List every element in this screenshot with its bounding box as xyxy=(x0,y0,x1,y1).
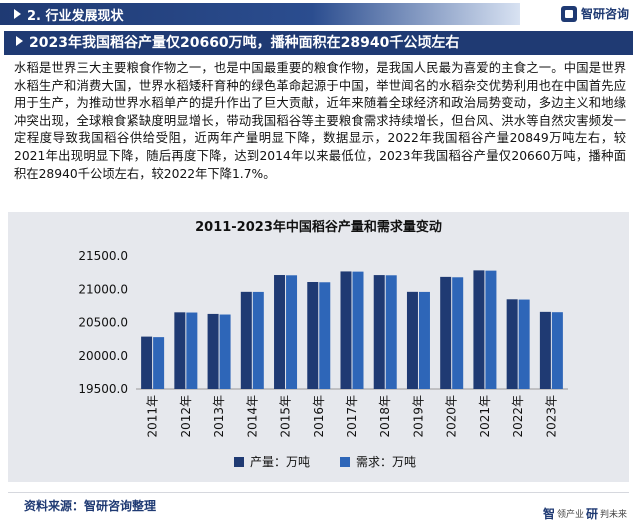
x-tick-label: 2016年 xyxy=(312,395,326,438)
bar-demand xyxy=(418,291,430,389)
bar-production xyxy=(307,282,319,389)
footer-logo-char-2: 研 xyxy=(585,507,598,521)
x-tick-label: 2017年 xyxy=(345,395,359,438)
bar-demand xyxy=(153,337,165,389)
footer-logo-tagline-2: 判未来 xyxy=(599,510,627,520)
x-tick-label: 2023年 xyxy=(544,395,558,438)
bar-production xyxy=(274,275,286,389)
bar-production xyxy=(406,291,418,389)
bar-demand xyxy=(452,277,464,389)
headline-banner: 2023年我国稻谷产量仅20660万吨，播种面积在28940千公顷左右 xyxy=(4,31,633,55)
brand-logo: 智研咨询 xyxy=(560,5,629,22)
headline-text: 2023年我国稻谷产量仅20660万吨，播种面积在28940千公顷左右 xyxy=(29,35,460,51)
source-note: 资料来源：智研咨询整理 xyxy=(24,499,157,513)
bar-chart: 21500.0 21000.0 20500.0 20000.0 19500.0 2011年… xyxy=(78,249,568,469)
section-header-background xyxy=(0,3,520,25)
logo-text: 智研咨询 xyxy=(580,7,629,21)
bar-demand xyxy=(286,275,298,389)
y-tick-label: 20000.0 xyxy=(78,349,128,363)
bar-demand xyxy=(518,299,530,389)
x-tick-label: 2014年 xyxy=(245,395,259,438)
y-tick-label: 19500.0 xyxy=(78,382,128,396)
bar-production xyxy=(340,271,352,389)
bar-demand xyxy=(352,271,364,389)
bar-demand xyxy=(219,314,231,389)
bar-production xyxy=(440,276,452,389)
x-tick-label: 2020年 xyxy=(445,395,459,438)
legend-swatch xyxy=(340,457,350,467)
bar-demand xyxy=(485,270,497,389)
bar-demand xyxy=(252,291,264,389)
x-tick-label: 2022年 xyxy=(511,395,525,438)
section-title-text: 2. 行业发展现状 xyxy=(27,9,124,24)
logo-icon xyxy=(560,5,577,22)
x-tick-label: 2021年 xyxy=(478,395,492,438)
x-tick-label: 2015年 xyxy=(279,395,293,438)
chart-panel: 2011-2023年中国稻谷产量和需求量变动 21500.0 21000.0 205… xyxy=(8,212,629,482)
bar-production xyxy=(539,311,551,389)
x-tick-label: 2012年 xyxy=(179,395,193,438)
legend-label: 需求：万吨 xyxy=(356,455,416,469)
footer-logo-char-1: 智 xyxy=(542,507,555,521)
x-tick-label: 2013年 xyxy=(212,395,226,438)
footer-logo-tagline-1: 领产业 xyxy=(556,510,584,520)
x-tick-label: 2018年 xyxy=(378,395,392,438)
bar-production xyxy=(141,336,153,389)
bar-production xyxy=(373,275,385,389)
footer-logo: 智 领产业 研 判未来 xyxy=(543,505,627,522)
bar-demand xyxy=(385,275,397,389)
bar-demand xyxy=(186,312,198,389)
x-tick-label: 2019年 xyxy=(411,395,425,438)
body-paragraph: 水稻是世界三大主要粮食作物之一，也是中国最重要的粮食作物，是我国人民最为喜爱的主… xyxy=(14,61,626,181)
triangle-icon xyxy=(16,36,23,46)
bar-production xyxy=(506,299,518,389)
x-tick-label: 2011年 xyxy=(146,395,160,438)
bar-demand xyxy=(551,312,563,389)
y-tick-label: 21000.0 xyxy=(78,282,128,296)
y-tick-label: 20500.0 xyxy=(78,316,128,330)
legend-swatch xyxy=(234,457,244,467)
bar-production xyxy=(473,270,485,389)
chart-title: 2011-2023年中国稻谷产量和需求量变动 xyxy=(195,220,442,235)
bar-production xyxy=(207,313,219,389)
footer-divider xyxy=(8,492,629,493)
bar-production xyxy=(174,312,186,389)
legend-label: 产量：万吨 xyxy=(250,455,310,469)
bar-demand xyxy=(319,282,331,389)
section-header: 2. 行业发展现状 智研咨询 xyxy=(0,0,637,28)
section-title: 2. 行业发展现状 xyxy=(14,5,124,24)
triangle-icon xyxy=(14,9,21,19)
y-tick-label: 21500.0 xyxy=(78,249,128,263)
bar-production xyxy=(240,291,252,389)
